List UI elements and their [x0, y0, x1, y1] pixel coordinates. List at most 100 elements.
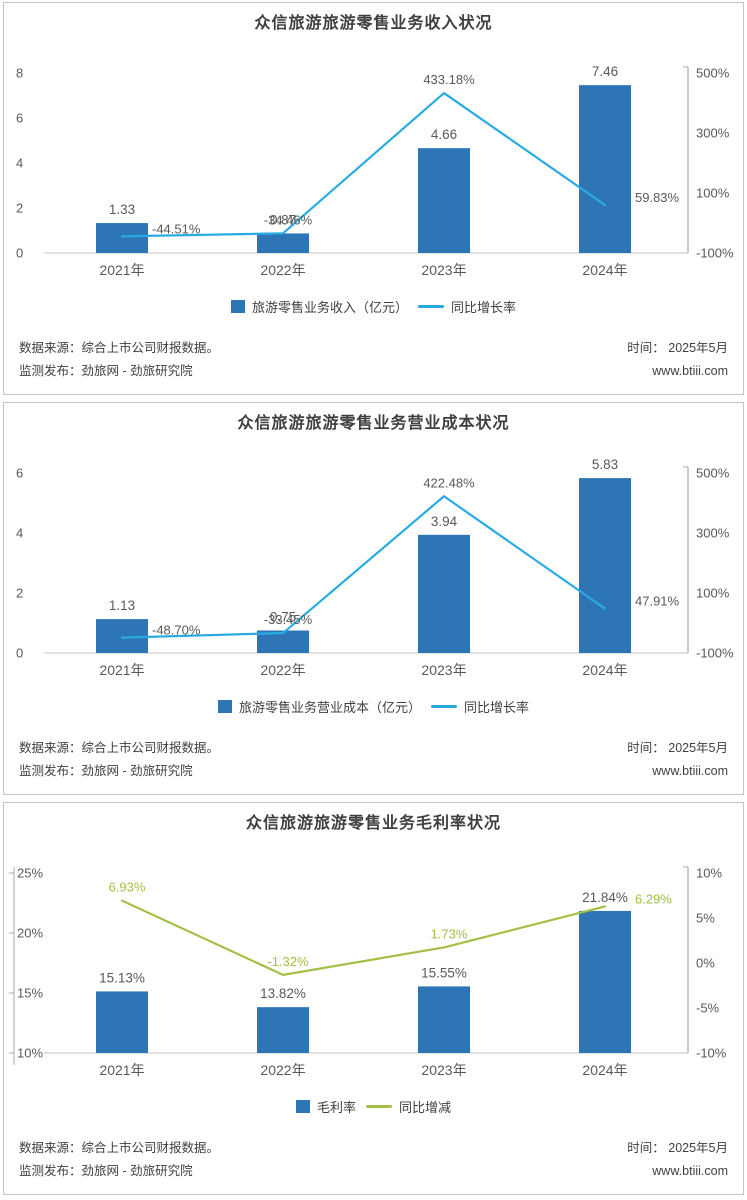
bar-legend-swatch — [217, 700, 232, 713]
footer-right: 时间： 2025年5月 www.btiii.com — [627, 737, 728, 782]
line-legend-swatch — [366, 1105, 392, 1108]
line-legend-label: 同比增长率 — [464, 700, 530, 715]
svg-text:-44.51%: -44.51% — [152, 221, 201, 236]
legend-item-bar: 毛利率 — [295, 1097, 356, 1116]
svg-text:0.75: 0.75 — [270, 610, 296, 625]
chart-panel-revenue: 众信旅游旅游零售业务收入状况 8 6 4 2 0 500% 300% 100% -100% 202… — [3, 2, 744, 395]
svg-text:6.93%: 6.93% — [109, 880, 146, 895]
svg-text:0: 0 — [16, 646, 23, 661]
publisher-text: 监测发布：劲旅网 - 劲旅研究院 — [19, 1163, 193, 1178]
chart-panel-margin: 众信旅游旅游零售业务毛利率状况 25% 20% 15% 10% 10% 5% 0% -5% -1… — [3, 802, 744, 1195]
svg-text:422.48%: 422.48% — [423, 475, 475, 490]
svg-text:6: 6 — [16, 111, 23, 126]
svg-text:100%: 100% — [696, 586, 730, 601]
svg-text:20%: 20% — [17, 926, 43, 941]
svg-text:2021年: 2021年 — [99, 662, 144, 678]
revenue-chart: 8 6 4 2 0 500% 300% 100% -100% 2021年 2022年 2023年 202… — [16, 64, 734, 278]
svg-text:0: 0 — [16, 246, 23, 261]
chart-legend: 旅游零售业务营业成本（亿元） 同比增长率 — [4, 697, 743, 716]
svg-text:15.55%: 15.55% — [421, 965, 467, 980]
cost-chart: 6 4 2 0 500% 300% 100% -100% 2021年 2022年 2023年 2024… — [16, 457, 734, 678]
chart-footer: 数据来源：综合上市公司财报数据。 监测发布：劲旅网 - 劲旅研究院 时间： 20… — [4, 1137, 743, 1194]
svg-text:7.46: 7.46 — [592, 64, 618, 79]
svg-text:2021年: 2021年 — [99, 1062, 144, 1078]
svg-text:500%: 500% — [696, 466, 730, 481]
svg-text:59.83%: 59.83% — [635, 190, 680, 205]
svg-text:6.29%: 6.29% — [635, 891, 672, 906]
svg-text:100%: 100% — [696, 186, 730, 201]
svg-text:47.91%: 47.91% — [635, 594, 680, 609]
website-text: www.btiii.com — [652, 1163, 728, 1178]
svg-text:2022年: 2022年 — [260, 662, 305, 678]
chart-title: 众信旅游旅游零售业务营业成本状况 — [237, 415, 510, 432]
svg-text:2023年: 2023年 — [421, 662, 466, 678]
legend-item-line: 同比增长率 — [418, 297, 516, 316]
line-legend-label: 同比增长率 — [451, 300, 517, 315]
svg-text:0.87: 0.87 — [270, 212, 296, 227]
svg-text:1.33: 1.33 — [109, 202, 135, 217]
line-legend-label: 同比增减 — [399, 1100, 452, 1115]
svg-text:2024年: 2024年 — [582, 262, 627, 278]
svg-text:2022年: 2022年 — [260, 262, 305, 278]
legend-item-bar: 旅游零售业务营业成本（亿元） — [217, 697, 421, 716]
footer-left: 数据来源：综合上市公司财报数据。 监测发布：劲旅网 - 劲旅研究院 — [19, 1137, 219, 1182]
publisher-text: 监测发布：劲旅网 - 劲旅研究院 — [19, 363, 193, 378]
legend-item-line: 同比增减 — [366, 1097, 451, 1116]
svg-text:300%: 300% — [696, 526, 730, 541]
svg-text:4: 4 — [16, 526, 23, 541]
svg-text:-100%: -100% — [696, 646, 734, 661]
legend-item-line: 同比增长率 — [431, 697, 529, 716]
svg-text:-5%: -5% — [696, 1001, 720, 1016]
svg-text:1.13: 1.13 — [109, 598, 135, 613]
svg-text:2022年: 2022年 — [260, 1062, 305, 1078]
margin-chart: 25% 20% 15% 10% 10% 5% 0% -5% -10% 2021年 2022年 2023… — [9, 866, 727, 1078]
svg-text:2023年: 2023年 — [421, 1062, 466, 1078]
legend-item-bar: 旅游零售业务收入（亿元） — [230, 297, 408, 316]
report-time-text: 时间： 2025年5月 — [627, 741, 728, 755]
footer-left: 数据来源：综合上市公司财报数据。 监测发布：劲旅网 - 劲旅研究院 — [19, 337, 219, 382]
svg-text:5.83: 5.83 — [592, 457, 618, 472]
svg-text:3.94: 3.94 — [431, 514, 458, 529]
chart-title: 众信旅游旅游零售业务毛利率状况 — [245, 815, 501, 832]
bar-legend-label: 毛利率 — [316, 1100, 356, 1115]
svg-text:2024年: 2024年 — [582, 662, 627, 678]
bar-legend-label: 旅游零售业务收入（亿元） — [251, 300, 408, 315]
svg-text:500%: 500% — [696, 66, 730, 81]
bar-legend-label: 旅游零售业务营业成本（亿元） — [238, 700, 421, 715]
svg-text:15%: 15% — [17, 986, 43, 1001]
svg-text:2023年: 2023年 — [421, 262, 466, 278]
svg-text:2024年: 2024年 — [582, 1062, 627, 1078]
svg-text:0%: 0% — [696, 956, 715, 971]
svg-text:10%: 10% — [696, 866, 722, 881]
svg-text:21.84%: 21.84% — [582, 890, 628, 905]
svg-text:5%: 5% — [696, 911, 715, 926]
svg-text:-10%: -10% — [696, 1046, 727, 1061]
footer-right: 时间： 2025年5月 www.btiii.com — [627, 1137, 728, 1182]
footer-right: 时间： 2025年5月 www.btiii.com — [627, 337, 728, 382]
data-source-text: 数据来源：综合上市公司财报数据。 — [19, 341, 220, 355]
chart-legend: 旅游零售业务收入（亿元） 同比增长率 — [4, 297, 743, 316]
svg-text:13.82%: 13.82% — [260, 986, 306, 1001]
svg-text:2: 2 — [16, 201, 23, 216]
chart-footer: 数据来源：综合上市公司财报数据。 监测发布：劲旅网 - 劲旅研究院 时间： 20… — [4, 337, 743, 394]
svg-text:-33.45%: -33.45% — [264, 612, 313, 627]
chart-title: 众信旅游旅游零售业务收入状况 — [254, 15, 493, 32]
chart-footer: 数据来源：综合上市公司财报数据。 监测发布：劲旅网 - 劲旅研究院 时间： 20… — [4, 737, 743, 794]
publisher-text: 监测发布：劲旅网 - 劲旅研究院 — [19, 763, 193, 778]
svg-text:2021年: 2021年 — [99, 262, 144, 278]
svg-text:-1.32%: -1.32% — [267, 954, 309, 969]
report-time-text: 时间： 2025年5月 — [627, 341, 728, 355]
data-source-text: 数据来源：综合上市公司财报数据。 — [19, 741, 220, 755]
chart-legend: 毛利率 同比增减 — [4, 1097, 743, 1116]
svg-text:25%: 25% — [17, 866, 43, 881]
line-legend-swatch — [431, 705, 457, 708]
chart-panel-cost: 众信旅游旅游零售业务营业成本状况 6 4 2 0 500% 300% 100% -100% 20… — [3, 402, 744, 795]
svg-text:15.13%: 15.13% — [99, 970, 145, 985]
bar-legend-swatch — [295, 1100, 310, 1113]
svg-text:4.66: 4.66 — [431, 127, 457, 142]
website-text: www.btiii.com — [652, 763, 728, 778]
report-time-text: 时间： 2025年5月 — [627, 1141, 728, 1155]
svg-text:10%: 10% — [17, 1046, 43, 1061]
data-source-text: 数据来源：综合上市公司财报数据。 — [19, 1141, 220, 1155]
